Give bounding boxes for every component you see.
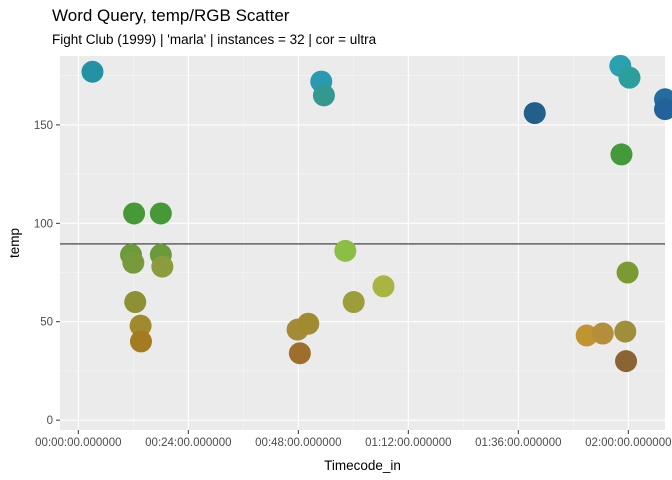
data-point	[614, 320, 637, 343]
data-point	[129, 330, 152, 353]
minor-gridlines	[60, 56, 665, 430]
y-axis-title: temp	[7, 228, 22, 258]
y-tick-label: 150	[34, 120, 53, 132]
data-point	[81, 60, 104, 83]
plot-panel	[60, 56, 665, 430]
data-point	[616, 261, 639, 284]
y-tick-label: 50	[40, 317, 53, 329]
y-tick-label: 100	[34, 218, 53, 230]
x-tick-label: 02:00:00.000000	[585, 437, 671, 449]
data-points	[81, 54, 672, 373]
x-axis-ticks: 00:00:00.000000 00:24:00.000000 00:48:00.0…	[35, 430, 672, 449]
data-point	[654, 98, 672, 121]
data-point	[342, 291, 365, 314]
chart-subtitle: Fight Club (1999) | 'marla' | instances …	[52, 32, 377, 47]
x-tick-label: 01:36:00.000000	[475, 437, 561, 449]
data-point	[151, 255, 174, 278]
x-tick-label: 00:24:00.000000	[145, 437, 231, 449]
data-point	[288, 342, 311, 365]
data-point	[591, 322, 614, 345]
data-point	[372, 275, 395, 298]
data-point	[123, 202, 146, 225]
data-point	[297, 312, 320, 335]
data-point	[575, 324, 598, 347]
data-point	[334, 239, 357, 262]
y-axis-ticks: 0 50 100 150	[34, 120, 60, 427]
x-axis-title: Timecode_in	[324, 458, 401, 473]
major-gridlines	[60, 56, 665, 430]
data-point	[615, 350, 638, 373]
chart-title: Word Query, temp/RGB Scatter	[52, 6, 290, 25]
data-point	[610, 143, 633, 166]
y-tick-label: 0	[47, 415, 53, 427]
data-point	[149, 202, 172, 225]
data-point	[312, 84, 335, 107]
data-point	[523, 102, 546, 125]
data-point	[122, 251, 145, 274]
data-point	[129, 314, 152, 337]
data-point	[618, 66, 641, 89]
x-tick-label: 01:12:00.000000	[365, 437, 451, 449]
x-tick-label: 00:00:00.000000	[35, 437, 121, 449]
x-tick-label: 00:48:00.000000	[255, 437, 341, 449]
data-point	[124, 291, 147, 314]
